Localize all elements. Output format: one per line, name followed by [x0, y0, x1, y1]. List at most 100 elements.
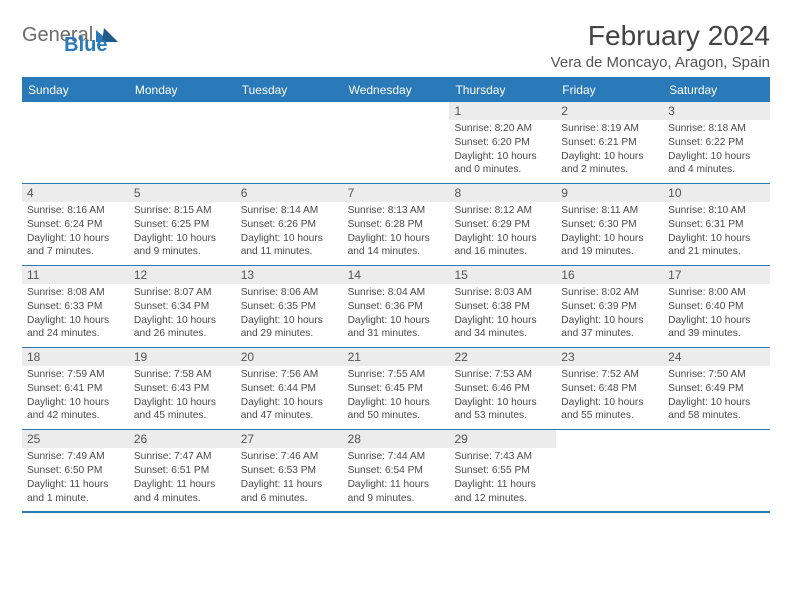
day-number: 25 — [22, 430, 129, 448]
sunrise-text: Sunrise: 7:50 AM — [668, 368, 765, 382]
daylight-text: Daylight: 10 hours and 14 minutes. — [348, 232, 445, 260]
sunrise-text: Sunrise: 8:00 AM — [668, 286, 765, 300]
daylight-text: Daylight: 10 hours and 7 minutes. — [27, 232, 124, 260]
daylight-text: Daylight: 10 hours and 45 minutes. — [134, 396, 231, 424]
day-body: Sunrise: 8:16 AMSunset: 6:24 PMDaylight:… — [22, 202, 129, 265]
daylight-text: Daylight: 10 hours and 42 minutes. — [27, 396, 124, 424]
sunset-text: Sunset: 6:55 PM — [454, 464, 551, 478]
day-body — [236, 120, 343, 182]
day-cell: 25Sunrise: 7:49 AMSunset: 6:50 PMDayligh… — [22, 430, 129, 511]
day-cell: 23Sunrise: 7:52 AMSunset: 6:48 PMDayligh… — [556, 348, 663, 429]
day-body: Sunrise: 8:02 AMSunset: 6:39 PMDaylight:… — [556, 284, 663, 347]
day-body: Sunrise: 7:49 AMSunset: 6:50 PMDaylight:… — [22, 448, 129, 511]
day-cell: 21Sunrise: 7:55 AMSunset: 6:45 PMDayligh… — [343, 348, 450, 429]
day-cell: 18Sunrise: 7:59 AMSunset: 6:41 PMDayligh… — [22, 348, 129, 429]
day-number — [343, 102, 450, 120]
day-number: 13 — [236, 266, 343, 284]
day-body: Sunrise: 8:03 AMSunset: 6:38 PMDaylight:… — [449, 284, 556, 347]
day-number: 23 — [556, 348, 663, 366]
sunset-text: Sunset: 6:35 PM — [241, 300, 338, 314]
sunrise-text: Sunrise: 8:19 AM — [561, 122, 658, 136]
sunset-text: Sunset: 6:51 PM — [134, 464, 231, 478]
day-cell: 16Sunrise: 8:02 AMSunset: 6:39 PMDayligh… — [556, 266, 663, 347]
day-body: Sunrise: 7:46 AMSunset: 6:53 PMDaylight:… — [236, 448, 343, 511]
daylight-text: Daylight: 10 hours and 55 minutes. — [561, 396, 658, 424]
day-cell: 4Sunrise: 8:16 AMSunset: 6:24 PMDaylight… — [22, 184, 129, 265]
day-body: Sunrise: 7:47 AMSunset: 6:51 PMDaylight:… — [129, 448, 236, 511]
day-body: Sunrise: 7:52 AMSunset: 6:48 PMDaylight:… — [556, 366, 663, 429]
location-label: Vera de Moncayo, Aragon, Spain — [551, 54, 770, 71]
day-number: 17 — [663, 266, 770, 284]
sunrise-text: Sunrise: 8:07 AM — [134, 286, 231, 300]
day-number: 1 — [449, 102, 556, 120]
day-number: 22 — [449, 348, 556, 366]
sunrise-text: Sunrise: 8:08 AM — [27, 286, 124, 300]
sunrise-text: Sunrise: 8:14 AM — [241, 204, 338, 218]
day-number: 8 — [449, 184, 556, 202]
day-cell: 22 Sunrise: 7:53 AMSunset: 6:46 PMDayligh… — [449, 348, 556, 429]
day-cell: 11Sunrise: 8:08 AMSunset: 6:33 PMDayligh… — [22, 266, 129, 347]
day-number: 29 — [449, 430, 556, 448]
day-cell: 1Sunrise: 8:20 AMSunset: 6:20 PMDaylight… — [449, 102, 556, 183]
day-cell: 3Sunrise: 8:18 AMSunset: 6:22 PMDaylight… — [663, 102, 770, 183]
sunrise-text: Sunrise: 8:03 AM — [454, 286, 551, 300]
day-body: Sunrise: 8:11 AMSunset: 6:30 PMDaylight:… — [556, 202, 663, 265]
day-body — [22, 120, 129, 182]
dayhead-mon: Monday — [129, 79, 236, 102]
day-cell: 10Sunrise: 8:10 AMSunset: 6:31 PMDayligh… — [663, 184, 770, 265]
day-body: Sunrise: 8:06 AMSunset: 6:35 PMDaylight:… — [236, 284, 343, 347]
sunset-text: Sunset: 6:41 PM — [27, 382, 124, 396]
sunset-text: Sunset: 6:48 PM — [561, 382, 658, 396]
day-number: 9 — [556, 184, 663, 202]
sunrise-text: Sunrise: 7:53 AM — [454, 368, 551, 382]
sunset-text: Sunset: 6:38 PM — [454, 300, 551, 314]
daylight-text: Daylight: 10 hours and 29 minutes. — [241, 314, 338, 342]
sunrise-text: Sunrise: 8:12 AM — [454, 204, 551, 218]
day-cell: 28Sunrise: 7:44 AMSunset: 6:54 PMDayligh… — [343, 430, 450, 511]
sunset-text: Sunset: 6:25 PM — [134, 218, 231, 232]
sunrise-text: Sunrise: 8:06 AM — [241, 286, 338, 300]
dayhead-thu: Thursday — [449, 79, 556, 102]
day-cell — [556, 430, 663, 511]
day-body — [556, 448, 663, 510]
day-number — [556, 430, 663, 448]
dayhead-wed: Wednesday — [343, 79, 450, 102]
daylight-text: Daylight: 11 hours and 12 minutes. — [454, 478, 551, 506]
dayhead-tue: Tuesday — [236, 79, 343, 102]
daylight-text: Daylight: 10 hours and 39 minutes. — [668, 314, 765, 342]
daylight-text: Daylight: 10 hours and 19 minutes. — [561, 232, 658, 260]
daylight-text: Daylight: 10 hours and 31 minutes. — [348, 314, 445, 342]
day-cell: 8Sunrise: 8:12 AMSunset: 6:29 PMDaylight… — [449, 184, 556, 265]
day-cell: 14Sunrise: 8:04 AMSunset: 6:36 PMDayligh… — [343, 266, 450, 347]
sunset-text: Sunset: 6:46 PM — [454, 382, 551, 396]
sunrise-text: Sunrise: 7:49 AM — [27, 450, 124, 464]
sunset-text: Sunset: 6:54 PM — [348, 464, 445, 478]
sunrise-text: Sunrise: 8:10 AM — [668, 204, 765, 218]
day-number: 5 — [129, 184, 236, 202]
daylight-text: Daylight: 10 hours and 11 minutes. — [241, 232, 338, 260]
day-cell: 6Sunrise: 8:14 AMSunset: 6:26 PMDaylight… — [236, 184, 343, 265]
sunrise-text: Sunrise: 7:44 AM — [348, 450, 445, 464]
daylight-text: Daylight: 10 hours and 53 minutes. — [454, 396, 551, 424]
sunrise-text: Sunrise: 7:56 AM — [241, 368, 338, 382]
day-number: 7 — [343, 184, 450, 202]
day-cell: 2Sunrise: 8:19 AMSunset: 6:21 PMDaylight… — [556, 102, 663, 183]
day-number: 4 — [22, 184, 129, 202]
daylight-text: Daylight: 11 hours and 6 minutes. — [241, 478, 338, 506]
daylight-text: Daylight: 10 hours and 21 minutes. — [668, 232, 765, 260]
dayhead-sat: Saturday — [663, 79, 770, 102]
sunset-text: Sunset: 6:40 PM — [668, 300, 765, 314]
day-number: 24 — [663, 348, 770, 366]
daylight-text: Daylight: 10 hours and 58 minutes. — [668, 396, 765, 424]
day-number: 18 — [22, 348, 129, 366]
day-number: 28 — [343, 430, 450, 448]
day-cell: 9Sunrise: 8:11 AMSunset: 6:30 PMDaylight… — [556, 184, 663, 265]
sunrise-text: Sunrise: 8:13 AM — [348, 204, 445, 218]
day-cell: 7Sunrise: 8:13 AMSunset: 6:28 PMDaylight… — [343, 184, 450, 265]
daylight-text: Daylight: 10 hours and 24 minutes. — [27, 314, 124, 342]
day-body: Sunrise: 7:44 AMSunset: 6:54 PMDaylight:… — [343, 448, 450, 511]
day-body: Sunrise: 8:04 AMSunset: 6:36 PMDaylight:… — [343, 284, 450, 347]
sunrise-text: Sunrise: 8:16 AM — [27, 204, 124, 218]
day-cell: 5Sunrise: 8:15 AMSunset: 6:25 PMDaylight… — [129, 184, 236, 265]
day-number — [129, 102, 236, 120]
